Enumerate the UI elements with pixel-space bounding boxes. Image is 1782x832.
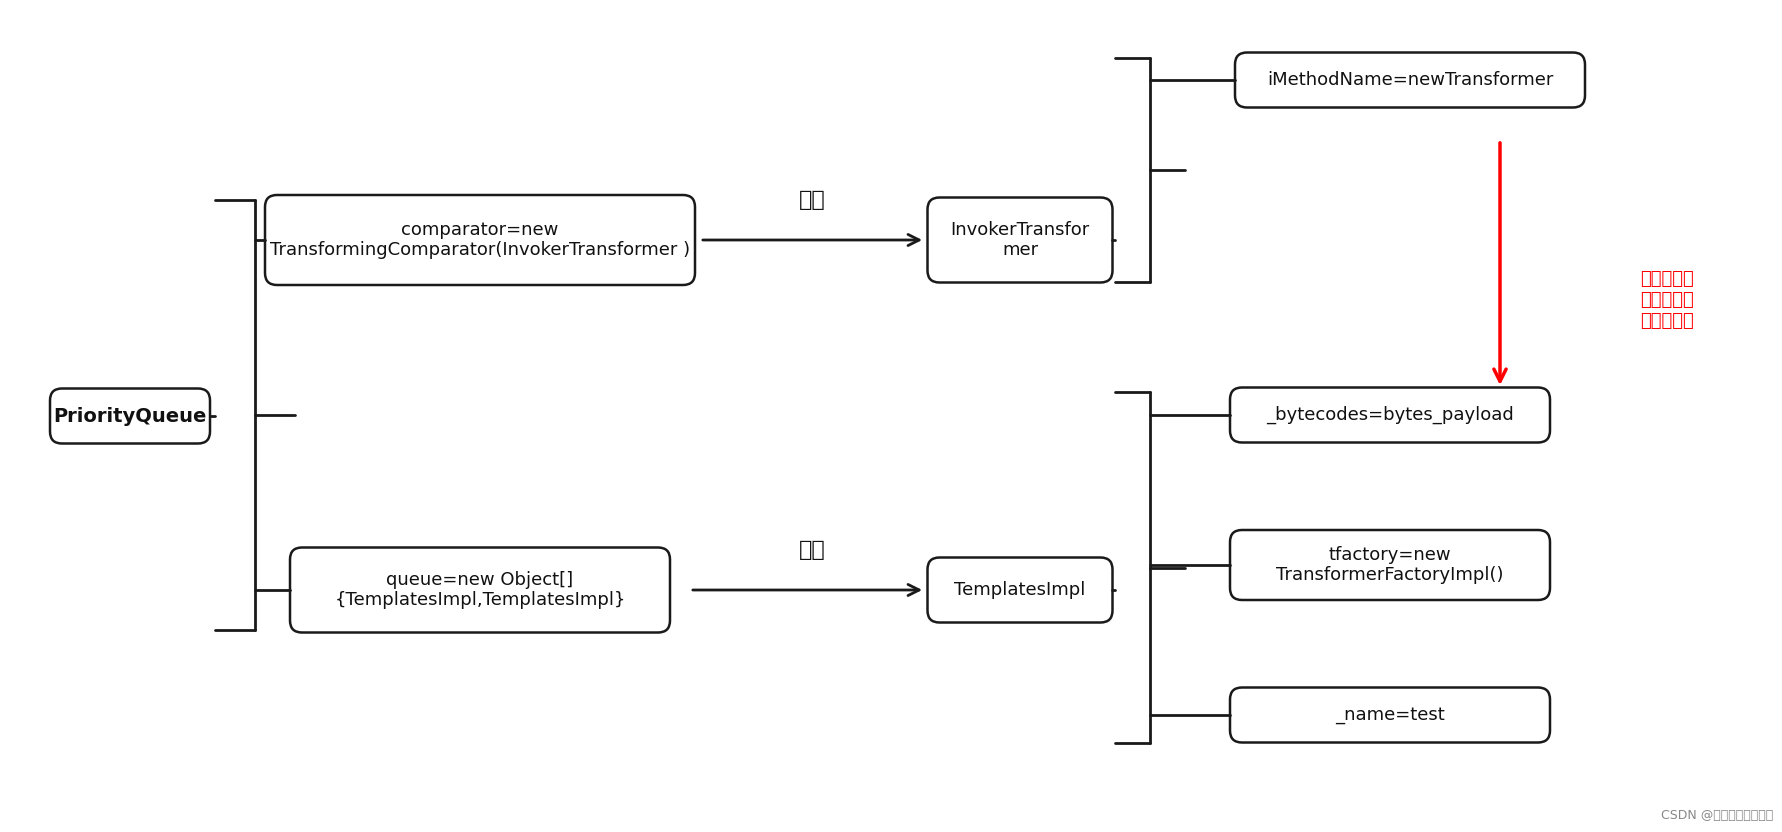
Text: 其中: 其中 [798,540,825,560]
FancyBboxPatch shape [927,557,1112,622]
FancyBboxPatch shape [1230,687,1549,742]
FancyBboxPatch shape [1230,388,1549,443]
Text: 其中: 其中 [798,190,825,210]
FancyBboxPatch shape [1235,52,1584,107]
FancyBboxPatch shape [290,547,670,632]
FancyBboxPatch shape [50,389,210,443]
FancyBboxPatch shape [1230,530,1549,600]
Text: TemplatesImpl: TemplatesImpl [953,581,1085,599]
Text: InvokerTransfor
mer: InvokerTransfor mer [950,220,1089,260]
Text: _name=test: _name=test [1335,706,1443,724]
Text: CSDN @浔阳江头夜送客、: CSDN @浔阳江头夜送客、 [1659,809,1771,822]
Text: comparator=new
TransformingComparator(InvokerTransformer ): comparator=new TransformingComparator(In… [269,220,690,260]
FancyBboxPatch shape [266,195,695,285]
Text: PriorityQueue: PriorityQueue [53,407,207,425]
Text: _bytecodes=bytes_payload: _bytecodes=bytes_payload [1265,406,1513,424]
Text: queue=new Object[]
{TemplatesImpl,TemplatesImpl}: queue=new Object[] {TemplatesImpl,Templa… [335,571,625,609]
Text: 加载恶意类
字节码，导
致命令执行: 加载恶意类 字节码，导 致命令执行 [1639,270,1693,329]
Text: tfactory=new
TransformerFactoryImpl(): tfactory=new TransformerFactoryImpl() [1276,546,1502,584]
Text: iMethodName=newTransformer: iMethodName=newTransformer [1265,71,1552,89]
FancyBboxPatch shape [927,197,1112,283]
